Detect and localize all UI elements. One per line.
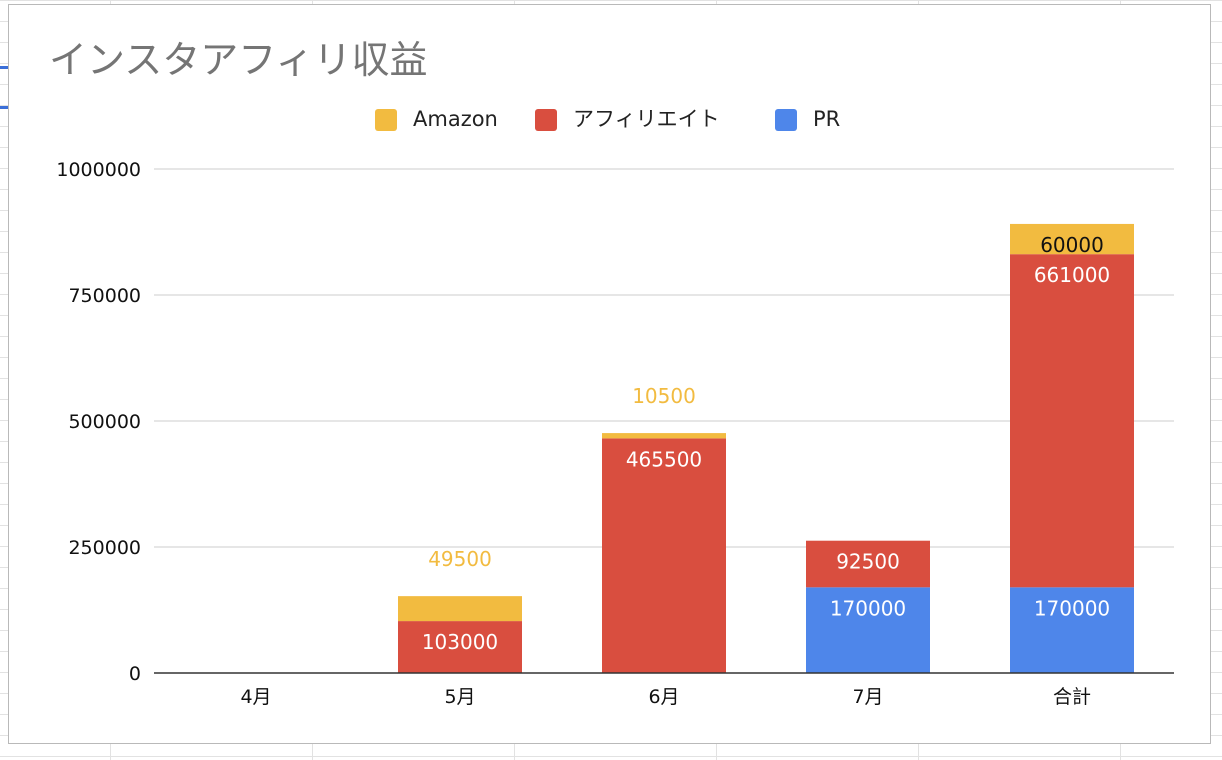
data-label: 92500	[836, 550, 900, 574]
bars: 103000 49500 465500 10500 170000 92500 170000 6…	[398, 223, 1134, 673]
chart-legend: Amazon アフィリエイト PR	[375, 107, 840, 131]
y-axis: 0 250000 500000 750000 1000000	[56, 159, 141, 685]
legend-swatch	[375, 109, 397, 131]
legend-swatch	[535, 109, 557, 131]
data-label: 661000	[1034, 263, 1110, 287]
data-label: 49500	[428, 547, 492, 571]
bar-segment	[398, 596, 522, 622]
data-label: 60000	[1040, 233, 1104, 257]
y-tick-label: 250000	[68, 537, 141, 559]
bar-segment	[398, 621, 522, 673]
y-tick-label: 0	[129, 663, 141, 685]
x-tick-label: 7月	[852, 686, 883, 708]
bar-segment	[806, 540, 930, 588]
x-tick-label: 合計	[1053, 686, 1091, 708]
data-label: 170000	[1034, 596, 1110, 620]
legend-label: PR	[813, 107, 840, 131]
bar-segment	[602, 433, 726, 439]
data-label: 170000	[830, 596, 906, 620]
bar-segment	[1010, 587, 1134, 673]
sheet-accent-mark	[0, 66, 9, 69]
data-label: 465500	[626, 447, 702, 471]
bar-segment	[602, 438, 726, 673]
x-tick-label: 6月	[648, 686, 679, 708]
x-tick-label: 4月	[240, 686, 271, 708]
x-axis: 4月 5月 6月 7月 合計	[154, 672, 1174, 708]
y-tick-label: 750000	[68, 285, 141, 307]
chart-container[interactable]: インスタアフィリ収益 Amazon アフィリエイト PR 0 250000 500000…	[8, 4, 1211, 744]
bar-segment	[1010, 254, 1134, 588]
legend-label: アフィリエイト	[573, 107, 720, 131]
legend-swatch	[775, 109, 797, 131]
data-label: 10500	[632, 384, 696, 408]
chart-title: インスタアフィリ収益	[49, 38, 427, 82]
stacked-bar-chart: インスタアフィリ収益 Amazon アフィリエイト PR 0 250000 500000…	[49, 38, 1174, 708]
sheet-accent-mark	[0, 106, 9, 109]
legend-label: Amazon	[413, 107, 498, 131]
y-tick-label: 500000	[68, 411, 141, 433]
data-label: 103000	[422, 630, 498, 654]
x-tick-label: 5月	[444, 686, 475, 708]
y-tick-label: 1000000	[56, 159, 141, 181]
bar-segment	[806, 587, 930, 673]
bar-segment	[1010, 223, 1134, 255]
